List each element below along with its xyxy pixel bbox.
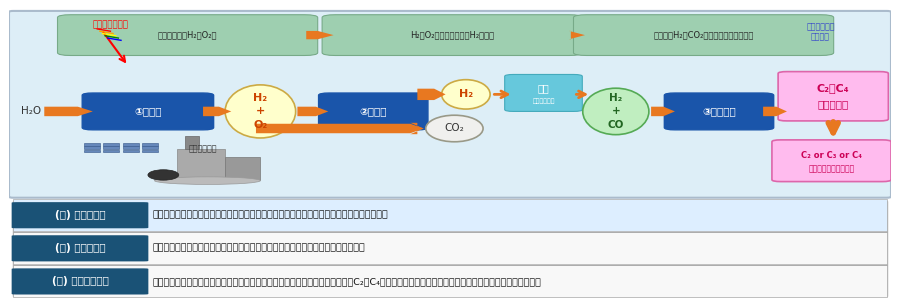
FancyBboxPatch shape bbox=[12, 202, 148, 228]
Text: O₂: O₂ bbox=[253, 120, 267, 130]
FancyBboxPatch shape bbox=[84, 150, 100, 152]
FancyBboxPatch shape bbox=[322, 15, 582, 55]
FancyBboxPatch shape bbox=[12, 268, 148, 294]
Text: H₂: H₂ bbox=[459, 89, 472, 99]
FancyBboxPatch shape bbox=[104, 143, 119, 146]
Text: C₂～C₄: C₂～C₄ bbox=[817, 83, 850, 93]
FancyBboxPatch shape bbox=[176, 149, 225, 180]
Text: H₂O: H₂O bbox=[21, 107, 41, 116]
Text: (３) 合成触媒開発: (３) 合成触媒開発 bbox=[51, 276, 108, 287]
Polygon shape bbox=[418, 89, 446, 100]
Text: 目的別オレフィン製造: 目的別オレフィン製造 bbox=[808, 165, 855, 174]
FancyBboxPatch shape bbox=[58, 15, 318, 55]
FancyBboxPatch shape bbox=[14, 201, 886, 296]
Polygon shape bbox=[763, 107, 787, 116]
Text: H₂: H₂ bbox=[609, 93, 623, 103]
Polygon shape bbox=[651, 107, 675, 116]
FancyBboxPatch shape bbox=[84, 146, 100, 149]
Polygon shape bbox=[410, 123, 424, 134]
Text: オレフィン: オレフィン bbox=[817, 99, 849, 110]
Polygon shape bbox=[297, 107, 328, 116]
FancyBboxPatch shape bbox=[142, 150, 158, 152]
Text: +: + bbox=[611, 107, 620, 116]
Text: 水から製造する水素と発電所や工場などから排出する二酸化炭素を原料としてC₂～C₄オレフィンを目的別に合成する触媒およびプロセス技術の開発: 水から製造する水素と発電所や工場などから排出する二酸化炭素を原料としてC₂～C₄… bbox=[153, 277, 542, 286]
Text: ①光触媒: ①光触媒 bbox=[134, 107, 162, 116]
FancyBboxPatch shape bbox=[185, 136, 199, 149]
Text: CO₂: CO₂ bbox=[445, 123, 464, 134]
FancyBboxPatch shape bbox=[14, 232, 886, 264]
FancyBboxPatch shape bbox=[225, 157, 260, 180]
FancyBboxPatch shape bbox=[778, 72, 888, 121]
Ellipse shape bbox=[442, 80, 490, 109]
FancyBboxPatch shape bbox=[104, 150, 119, 152]
FancyBboxPatch shape bbox=[573, 15, 833, 55]
Text: （既存技術）: （既存技術） bbox=[532, 98, 554, 104]
FancyBboxPatch shape bbox=[84, 143, 100, 146]
Text: 太陽エネルギー: 太陽エネルギー bbox=[93, 21, 129, 30]
Text: H₂とO₂の混合ガスからH₂を分離: H₂とO₂の混合ガスからH₂を分離 bbox=[410, 31, 494, 40]
FancyBboxPatch shape bbox=[82, 93, 213, 130]
FancyBboxPatch shape bbox=[122, 146, 139, 149]
FancyBboxPatch shape bbox=[104, 146, 119, 149]
FancyBboxPatch shape bbox=[14, 265, 886, 297]
FancyBboxPatch shape bbox=[14, 199, 886, 231]
FancyBboxPatch shape bbox=[122, 150, 139, 152]
Ellipse shape bbox=[426, 115, 483, 142]
Text: CO: CO bbox=[608, 120, 624, 130]
FancyBboxPatch shape bbox=[505, 74, 582, 111]
Text: 改質: 改質 bbox=[537, 83, 549, 93]
Ellipse shape bbox=[148, 170, 179, 180]
Text: (２) 分離膜開発: (２) 分離膜開発 bbox=[55, 243, 105, 253]
Polygon shape bbox=[256, 124, 424, 133]
FancyBboxPatch shape bbox=[9, 11, 891, 198]
Ellipse shape bbox=[155, 177, 260, 185]
Text: 発生した水素と酸素の混合気体から水素を分離する分離膜およびモジュールの開発: 発生した水素と酸素の混合気体から水素を分離する分離膜およびモジュールの開発 bbox=[153, 244, 365, 253]
Text: +: + bbox=[256, 107, 265, 116]
Polygon shape bbox=[203, 107, 231, 116]
FancyBboxPatch shape bbox=[142, 146, 158, 149]
Ellipse shape bbox=[225, 85, 295, 138]
Ellipse shape bbox=[582, 88, 649, 135]
Text: 太陽光エネルギーを利用した水分解で水素と酸素を製造する光触媒およびモジュールの開発: 太陽光エネルギーを利用した水分解で水素と酸素を製造する光触媒およびモジュールの開… bbox=[153, 211, 389, 220]
Polygon shape bbox=[44, 107, 93, 116]
Polygon shape bbox=[569, 31, 585, 39]
Text: C₂ or C₃ or C₄: C₂ or C₃ or C₄ bbox=[801, 150, 862, 160]
FancyBboxPatch shape bbox=[319, 93, 428, 130]
FancyBboxPatch shape bbox=[12, 235, 148, 261]
Text: ②分離膜: ②分離膜 bbox=[359, 107, 387, 116]
Text: H₂: H₂ bbox=[253, 93, 267, 103]
FancyBboxPatch shape bbox=[122, 143, 139, 146]
FancyBboxPatch shape bbox=[772, 140, 891, 182]
Text: 水を分解してH₂とO₂に: 水を分解してH₂とO₂に bbox=[158, 31, 218, 40]
FancyBboxPatch shape bbox=[142, 143, 158, 146]
Text: ③合成触媒: ③合成触媒 bbox=[702, 107, 736, 116]
Text: 分離したH₂とCO₂からオレフィンを製造: 分離したH₂とCO₂からオレフィンを製造 bbox=[653, 31, 754, 40]
Text: (１) 光触媒開発: (１) 光触媒開発 bbox=[55, 210, 105, 220]
Polygon shape bbox=[306, 31, 334, 39]
Text: プラスチック
等の原料: プラスチック 等の原料 bbox=[806, 22, 834, 42]
Text: 発電所、工場: 発電所、工場 bbox=[189, 144, 217, 153]
FancyBboxPatch shape bbox=[664, 93, 774, 130]
